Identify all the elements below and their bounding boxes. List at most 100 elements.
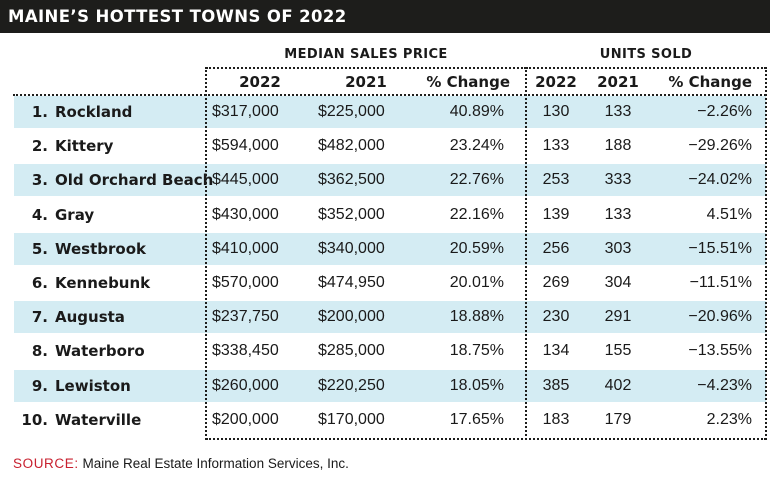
rank-cell: 6. — [31, 273, 48, 292]
price-group-top-rule — [206, 67, 526, 69]
rank-cell: 8. — [31, 342, 48, 361]
price-2021-header: 2021 — [345, 73, 387, 91]
price-change-cell: 40.89% — [449, 103, 504, 120]
units-2022-cell: 385 — [542, 376, 570, 394]
price-2021-cell: $362,500 — [318, 171, 385, 189]
units-2022-cell: 133 — [542, 137, 570, 155]
units-2022-cell: 139 — [542, 205, 570, 223]
rank-cell: 5. — [31, 239, 48, 258]
units-2021-cell: 133 — [604, 103, 632, 120]
units-2022-cell: 256 — [542, 239, 570, 257]
price-change-cell: 18.75% — [449, 342, 504, 360]
table-bottom-rule — [206, 438, 766, 440]
town-name: Gray — [55, 205, 95, 224]
source-label: SOURCE: — [13, 456, 79, 471]
rank-cell: 2. — [31, 137, 48, 156]
town-name: Waterboro — [55, 342, 145, 361]
price-2021-cell: $352,000 — [318, 205, 385, 223]
table-row: 2. Kittery $594,000 $482,000 23.24% 133 188 −29… — [0, 129, 770, 163]
units-change-cell: −13.55% — [688, 342, 752, 360]
price-2021-cell: $225,000 — [318, 103, 385, 120]
header-bottom-rule — [13, 94, 766, 96]
table-row: 8. Waterboro $338,450 $285,000 18.75% 134 155 −… — [0, 334, 770, 368]
town-name: Kennebunk — [55, 273, 151, 292]
table-row: 7. Augusta $237,750 $200,000 18.88% 230 291 −20… — [0, 300, 770, 334]
units-2021-cell: 155 — [604, 342, 632, 360]
town-name: Waterville — [55, 410, 142, 429]
row-shading — [14, 96, 766, 128]
price-change-cell: 22.76% — [449, 171, 504, 189]
units-2021-header: 2021 — [597, 73, 639, 91]
table-row: 1. Rockland $317,000 $225,000 40.89% 130 133 −2… — [0, 95, 770, 129]
town-name: Kittery — [55, 137, 114, 156]
units-group-top-rule — [526, 67, 766, 69]
price-2022-cell: $594,000 — [212, 137, 279, 155]
towns-table: 1. Rockland $317,000 $225,000 40.89% 130 133 −2… — [0, 95, 770, 437]
group-divider-rule — [525, 67, 527, 440]
table-row: 10. Waterville $200,000 $170,000 17.65% 183 17… — [0, 403, 770, 437]
units-2021-cell: 133 — [604, 205, 632, 223]
units-2022-cell: 134 — [542, 342, 570, 360]
town-name: Old Orchard Beach — [55, 171, 214, 190]
price-2021-cell: $285,000 — [318, 342, 385, 360]
units-2022-cell: 253 — [542, 171, 570, 189]
units-change-header: % Change — [668, 73, 752, 91]
price-2021-cell: $170,000 — [318, 410, 385, 428]
rank-cell: 7. — [31, 308, 48, 327]
town-name: Rockland — [55, 103, 133, 121]
price-change-cell: 18.88% — [449, 308, 504, 326]
row-shading — [14, 164, 766, 197]
town-name: Lewiston — [55, 376, 131, 395]
units-change-cell: 4.51% — [706, 205, 752, 223]
units-2021-cell: 333 — [604, 171, 632, 189]
units-2022-cell: 230 — [542, 308, 570, 326]
units-change-cell: −15.51% — [688, 239, 752, 257]
median-sales-price-header: MEDIAN SALES PRICE — [284, 47, 448, 62]
town-name: Augusta — [55, 308, 125, 327]
units-2021-cell: 291 — [604, 308, 632, 326]
town-name: Westbrook — [55, 239, 147, 258]
units-change-cell: −29.26% — [688, 137, 752, 155]
units-2021-cell: 179 — [604, 410, 632, 428]
table-row: 6. Kennebunk $570,000 $474,950 20.01% 269 304 −… — [0, 266, 770, 300]
price-2022-cell: $445,000 — [212, 171, 279, 189]
table-row: 3. Old Orchard Beach $445,000 $362,500 22.76… — [0, 163, 770, 197]
price-2021-cell: $220,250 — [318, 376, 385, 394]
table-row: 5. Westbrook $410,000 $340,000 20.59% 256 303 −… — [0, 232, 770, 266]
units-2022-cell: 183 — [542, 410, 570, 428]
price-2021-cell: $482,000 — [318, 137, 385, 155]
row-shading — [14, 301, 766, 334]
rank-cell: 1. — [31, 103, 48, 121]
price-2021-cell: $200,000 — [318, 308, 385, 326]
price-change-cell: 22.16% — [449, 205, 504, 223]
units-change-cell: −4.23% — [697, 376, 752, 394]
price-change-cell: 20.59% — [449, 239, 504, 257]
table-row: 4. Gray $430,000 $352,000 22.16% 139 133 4.51% — [0, 198, 770, 232]
units-2021-cell: 303 — [604, 239, 632, 257]
price-change-cell: 23.24% — [449, 137, 504, 155]
price-2022-cell: $430,000 — [212, 205, 279, 223]
units-group-right-rule — [765, 67, 767, 440]
price-2022-header: 2022 — [239, 73, 281, 91]
price-2022-cell: $410,000 — [212, 239, 279, 257]
rank-cell: 9. — [31, 376, 48, 395]
source-note: SOURCE: Maine Real Estate Information Se… — [13, 455, 349, 473]
price-group-left-rule — [205, 67, 207, 440]
price-2021-cell: $474,950 — [318, 273, 385, 291]
table-row: 9. Lewiston $260,000 $220,250 18.05% 385 402 −4… — [0, 369, 770, 403]
page-title: MAINE’S HOTTEST TOWNS OF 2022 — [0, 0, 770, 33]
price-2022-cell: $237,750 — [212, 308, 279, 326]
rank-cell: 4. — [31, 205, 48, 224]
price-change-cell: 20.01% — [449, 273, 504, 291]
rank-cell: 3. — [31, 171, 48, 190]
units-change-cell: −24.02% — [688, 171, 752, 189]
units-2021-cell: 188 — [604, 137, 632, 155]
price-2022-cell: $338,450 — [212, 342, 279, 360]
units-change-cell: 2.23% — [706, 410, 752, 428]
units-change-cell: −2.26% — [697, 103, 752, 120]
price-2021-cell: $340,000 — [318, 239, 385, 257]
price-change-header: % Change — [426, 73, 510, 91]
units-2021-cell: 304 — [604, 273, 632, 291]
price-2022-cell: $570,000 — [212, 273, 279, 291]
units-2022-cell: 130 — [542, 103, 570, 120]
